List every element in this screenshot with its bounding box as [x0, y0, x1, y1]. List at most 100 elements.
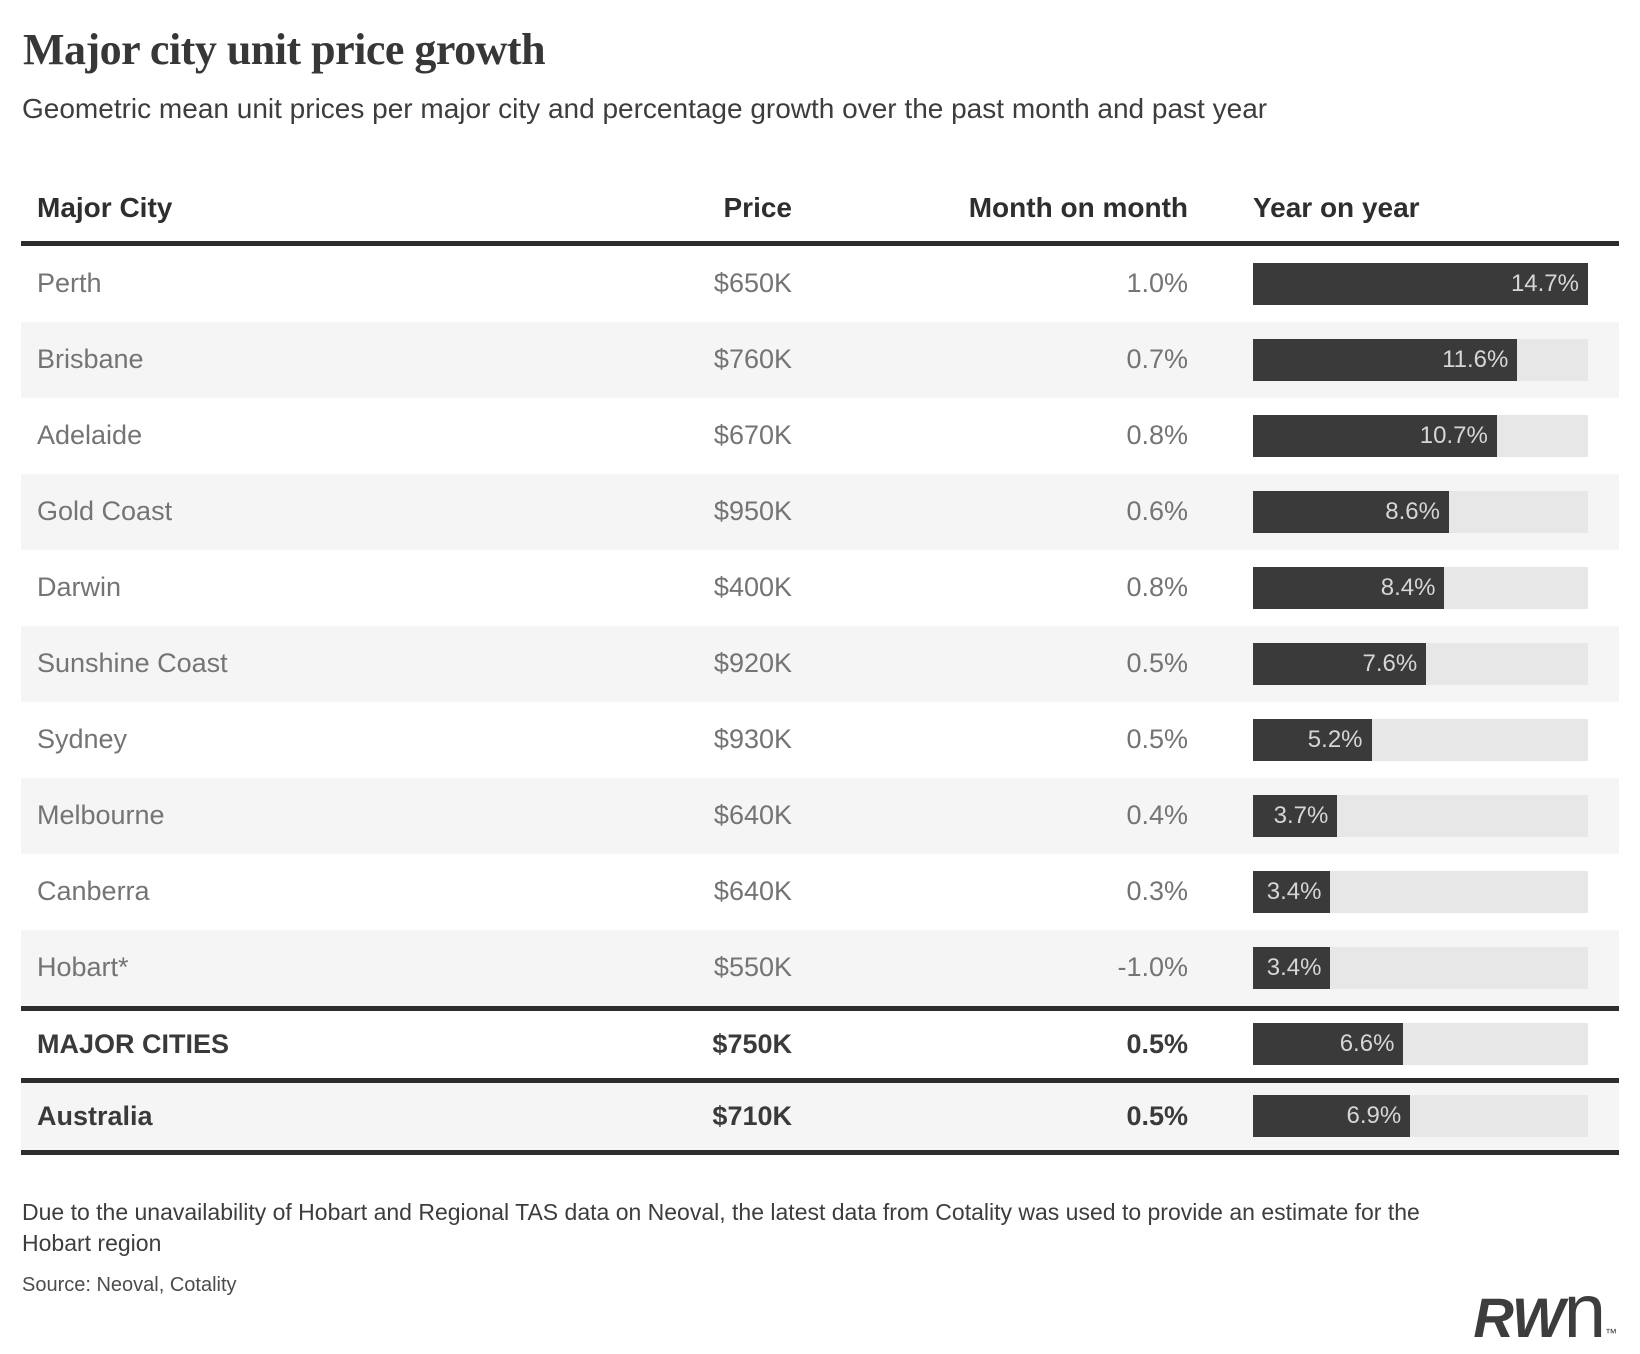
table-row: Adelaide $670K 0.8% 10.7%: [21, 398, 1619, 474]
rwn-logo-n: n: [1563, 1269, 1606, 1354]
city-cell: Sunshine Coast: [37, 648, 228, 679]
yoy-bar-label: 14.7%: [1510, 269, 1579, 297]
yoy-bar: 11.6%: [1253, 338, 1518, 381]
yoy-bar-label: 5.2%: [1307, 725, 1363, 753]
yoy-bar-track: 11.6%: [1253, 338, 1588, 381]
city-cell: Darwin: [37, 572, 122, 603]
yoy-cell: 7.6%: [1188, 642, 1619, 685]
rwn-logo: RWn™: [1473, 1274, 1617, 1350]
table-row: Sydney $930K 0.5% 5.2%: [21, 702, 1619, 778]
price-cell: $950K: [713, 496, 792, 527]
yoy-bar-track: 5.2%: [1253, 718, 1588, 761]
city-cell: Melbourne: [37, 800, 165, 831]
yoy-bar-track: 8.4%: [1253, 566, 1588, 609]
rwn-logo-rw: RW: [1473, 1286, 1564, 1349]
yoy-bar-track: 6.6%: [1253, 1023, 1588, 1066]
yoy-bar-track: 6.9%: [1253, 1095, 1588, 1138]
yoy-bar-track: 7.6%: [1253, 642, 1588, 685]
yoy-cell: 5.2%: [1188, 718, 1619, 761]
yoy-bar: 6.6%: [1253, 1023, 1404, 1066]
table-row: Darwin $400K 0.8% 8.4%: [21, 550, 1619, 626]
chart-page: Major city unit price growth Geometric m…: [0, 24, 1640, 1350]
yoy-bar-label: 6.6%: [1339, 1030, 1395, 1058]
yoy-bar-label: 10.7%: [1419, 421, 1488, 449]
price-cell: $400K: [713, 572, 792, 603]
mom-cell: 0.5%: [1126, 648, 1188, 679]
yoy-cell: 14.7%: [1188, 262, 1619, 305]
table-row: Canberra $640K 0.3% 3.4%: [21, 854, 1619, 930]
yoy-bar-track: 8.6%: [1253, 490, 1588, 533]
yoy-bar-track: 10.7%: [1253, 414, 1588, 457]
yoy-bar-label: 7.6%: [1362, 649, 1418, 677]
table-row: Brisbane $760K 0.7% 11.6%: [21, 321, 1619, 398]
yoy-bar-label: 8.6%: [1385, 497, 1440, 525]
yoy-bar-track: 3.4%: [1253, 946, 1588, 989]
yoy-bar-label: 11.6%: [1442, 345, 1509, 373]
yoy-cell: 6.9%: [1188, 1095, 1619, 1138]
yoy-bar: 6.9%: [1253, 1095, 1411, 1138]
mom-cell: 0.8%: [1126, 572, 1188, 603]
mom-cell: 0.5%: [1126, 1028, 1188, 1059]
col-header-price: Price: [723, 191, 793, 223]
price-cell: $640K: [713, 876, 792, 907]
table-row: Hobart* $550K -1.0% 3.4%: [21, 929, 1619, 1006]
source-note: Source: Neoval, Cotality: [22, 1273, 237, 1296]
table-row: Australia $710K 0.5% 6.9%: [21, 1077, 1619, 1150]
city-cell: Hobart*: [37, 952, 129, 983]
yoy-bar: 7.6%: [1253, 642, 1427, 685]
mom-cell: 1.0%: [1126, 268, 1188, 299]
mom-cell: 0.6%: [1126, 496, 1188, 527]
footnote-line-1: Due to the unavailability of Hobart and …: [22, 1198, 1420, 1225]
table-row: Melbourne $640K 0.4% 3.7%: [21, 777, 1619, 854]
col-header-major-city: Major City: [37, 191, 173, 223]
city-cell: Gold Coast: [37, 496, 173, 527]
city-cell: Australia: [37, 1100, 153, 1131]
mom-cell: 0.5%: [1126, 1100, 1188, 1131]
mom-cell: -1.0%: [1117, 952, 1188, 983]
yoy-cell: 8.6%: [1188, 490, 1619, 533]
mom-cell: 0.3%: [1126, 876, 1188, 907]
yoy-bar: 14.7%: [1253, 262, 1588, 305]
col-header-month-on-month: Month on month: [968, 191, 1188, 223]
price-cell: $920K: [713, 648, 792, 679]
yoy-bar: 8.4%: [1253, 566, 1445, 609]
yoy-bar-track: 14.7%: [1253, 262, 1588, 305]
yoy-bar-track: 3.7%: [1253, 794, 1588, 837]
price-cell: $550K: [713, 952, 792, 983]
price-cell: $670K: [713, 420, 792, 451]
mom-cell: 0.7%: [1126, 344, 1188, 375]
mom-cell: 0.5%: [1126, 724, 1188, 755]
page-subtitle: Geometric mean unit prices per major cit…: [22, 92, 1268, 124]
footnote: Due to the unavailability of Hobart and …: [22, 1197, 1422, 1259]
yoy-bar: 8.6%: [1253, 490, 1449, 533]
mom-cell: 0.4%: [1126, 800, 1188, 831]
table-row: MAJOR CITIES $750K 0.5% 6.6%: [21, 1005, 1619, 1078]
price-cell: $760K: [713, 344, 792, 375]
yoy-bar-label: 6.9%: [1346, 1102, 1402, 1130]
city-cell: Canberra: [37, 876, 150, 907]
price-cell: $930K: [713, 724, 792, 755]
yoy-bar-label: 8.4%: [1380, 573, 1436, 601]
city-cell: Adelaide: [37, 420, 143, 451]
yoy-cell: 10.7%: [1188, 414, 1619, 457]
yoy-cell: 3.4%: [1188, 946, 1619, 989]
table-body: Perth $650K 1.0% 14.7% Brisbane $760K 0.…: [21, 246, 1619, 1155]
price-cell: $750K: [712, 1028, 792, 1059]
table-row: Perth $650K 1.0% 14.7%: [21, 246, 1619, 322]
yoy-bar: 3.7%: [1253, 794, 1338, 837]
footnote-line-2: Hobart region: [22, 1229, 162, 1256]
price-cell: $710K: [712, 1100, 792, 1131]
yoy-cell: 3.7%: [1188, 794, 1619, 837]
yoy-cell: 8.4%: [1188, 566, 1619, 609]
mom-cell: 0.8%: [1126, 420, 1188, 451]
yoy-bar-label: 3.7%: [1273, 801, 1329, 829]
yoy-bar: 3.4%: [1253, 946, 1331, 989]
trademark-symbol: ™: [1605, 1326, 1617, 1340]
table-header-row: Major City Price Month on month Year on …: [21, 166, 1619, 246]
city-cell: MAJOR CITIES: [37, 1028, 230, 1059]
yoy-cell: 3.4%: [1188, 870, 1619, 913]
yoy-cell: 11.6%: [1188, 338, 1619, 381]
col-header-year-on-year: Year on year: [1253, 191, 1420, 223]
price-cell: $650K: [713, 268, 792, 299]
yoy-cell: 6.6%: [1188, 1023, 1619, 1066]
